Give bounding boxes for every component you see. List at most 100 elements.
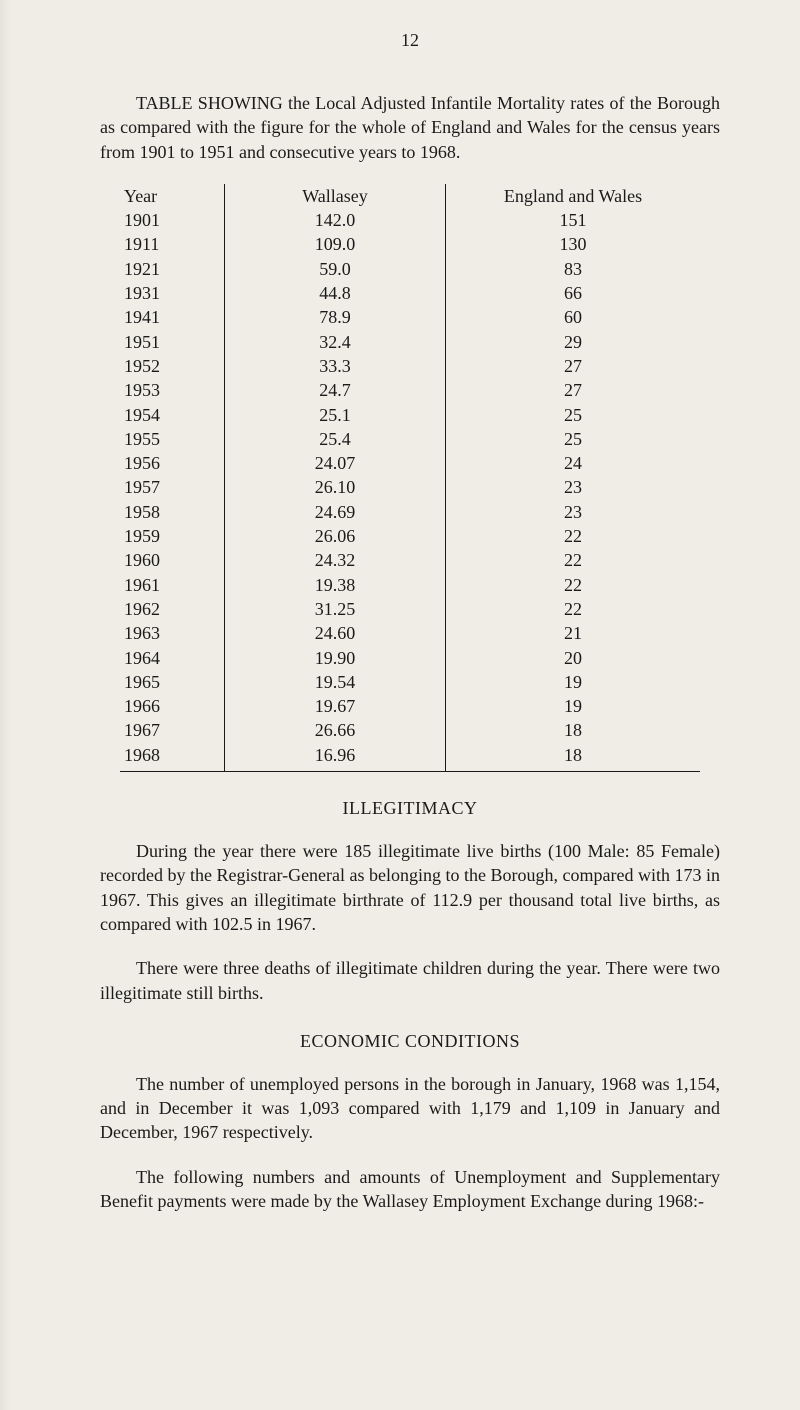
cell-year: 1968 [120, 743, 225, 771]
cell-england: 23 [446, 475, 700, 499]
col-header-england: England and Wales [446, 184, 700, 208]
cell-wallasey: 33.3 [225, 354, 446, 378]
cell-year: 1960 [120, 548, 225, 572]
cell-year: 1931 [120, 281, 225, 305]
cell-year: 1956 [120, 451, 225, 475]
cell-year: 1963 [120, 621, 225, 645]
section-title-economic: ECONOMIC CONDITIONS [100, 1031, 720, 1052]
cell-wallasey: 32.4 [225, 330, 446, 354]
cell-wallasey: 24.32 [225, 548, 446, 572]
cell-wallasey: 19.38 [225, 573, 446, 597]
cell-wallasey: 16.96 [225, 743, 446, 771]
cell-year: 1965 [120, 670, 225, 694]
cell-england: 130 [446, 232, 700, 256]
cell-wallasey: 24.07 [225, 451, 446, 475]
table-row: 196419.9020 [120, 646, 700, 670]
cell-year: 1941 [120, 305, 225, 329]
cell-england: 22 [446, 524, 700, 548]
table-row: 1911109.0130 [120, 232, 700, 256]
table-row: 196619.6719 [120, 694, 700, 718]
illegitimacy-para-1: During the year there were 185 illegitim… [100, 839, 720, 936]
economic-para-2: The following numbers and amounts of Une… [100, 1165, 720, 1214]
table-row: 196024.3222 [120, 548, 700, 572]
cell-england: 22 [446, 548, 700, 572]
col-header-wallasey: Wallasey [225, 184, 446, 208]
cell-year: 1953 [120, 378, 225, 402]
table-row: 195233.327 [120, 354, 700, 378]
table-header-row: Year Wallasey England and Wales [120, 184, 700, 208]
table-row: 195926.0622 [120, 524, 700, 548]
table-row: 195132.429 [120, 330, 700, 354]
table-row: 196324.6021 [120, 621, 700, 645]
table-row: 196519.5419 [120, 670, 700, 694]
economic-para-1: The number of unemployed persons in the … [100, 1072, 720, 1145]
cell-wallasey: 25.4 [225, 427, 446, 451]
cell-wallasey: 26.06 [225, 524, 446, 548]
table-row: 196119.3822 [120, 573, 700, 597]
cell-england: 60 [446, 305, 700, 329]
cell-england: 21 [446, 621, 700, 645]
cell-wallasey: 24.7 [225, 378, 446, 402]
cell-england: 19 [446, 694, 700, 718]
cell-year: 1952 [120, 354, 225, 378]
cell-england: 22 [446, 597, 700, 621]
document-page: 12 TABLE SHOWING the Local Adjusted Infa… [0, 0, 800, 1410]
table-row: 196816.9618 [120, 743, 700, 771]
table-row: 195425.125 [120, 403, 700, 427]
cell-wallasey: 78.9 [225, 305, 446, 329]
cell-year: 1901 [120, 208, 225, 232]
table-row: 195726.1023 [120, 475, 700, 499]
cell-england: 25 [446, 427, 700, 451]
cell-year: 1964 [120, 646, 225, 670]
cell-wallasey: 59.0 [225, 257, 446, 281]
cell-year: 1958 [120, 500, 225, 524]
cell-england: 83 [446, 257, 700, 281]
cell-year: 1959 [120, 524, 225, 548]
cell-wallasey: 109.0 [225, 232, 446, 256]
cell-england: 25 [446, 403, 700, 427]
cell-year: 1961 [120, 573, 225, 597]
cell-wallasey: 44.8 [225, 281, 446, 305]
table-row: 196726.6618 [120, 718, 700, 742]
cell-wallasey: 19.67 [225, 694, 446, 718]
cell-england: 29 [446, 330, 700, 354]
section-title-illegitimacy: ILLEGITIMACY [100, 798, 720, 819]
intro-paragraph: TABLE SHOWING the Local Adjusted Infanti… [100, 91, 720, 164]
cell-wallasey: 24.60 [225, 621, 446, 645]
cell-england: 151 [446, 208, 700, 232]
cell-year: 1955 [120, 427, 225, 451]
cell-england: 20 [446, 646, 700, 670]
table-row: 195324.727 [120, 378, 700, 402]
page-number: 12 [100, 30, 720, 51]
cell-wallasey: 31.25 [225, 597, 446, 621]
cell-wallasey: 19.54 [225, 670, 446, 694]
table-row: 195525.425 [120, 427, 700, 451]
cell-year: 1957 [120, 475, 225, 499]
cell-year: 1962 [120, 597, 225, 621]
cell-year: 1951 [120, 330, 225, 354]
cell-england: 66 [446, 281, 700, 305]
cell-wallasey: 25.1 [225, 403, 446, 427]
table-row: 1901142.0151 [120, 208, 700, 232]
cell-wallasey: 24.69 [225, 500, 446, 524]
cell-wallasey: 26.10 [225, 475, 446, 499]
illegitimacy-para-2: There were three deaths of illegitimate … [100, 956, 720, 1005]
cell-england: 23 [446, 500, 700, 524]
table-row: 195624.0724 [120, 451, 700, 475]
scan-shadow [0, 0, 10, 1410]
cell-wallasey: 26.66 [225, 718, 446, 742]
cell-year: 1911 [120, 232, 225, 256]
table-row: 194178.960 [120, 305, 700, 329]
table-row: 196231.2522 [120, 597, 700, 621]
cell-year: 1921 [120, 257, 225, 281]
table-row: 192159.083 [120, 257, 700, 281]
cell-england: 22 [446, 573, 700, 597]
table-row: 195824.6923 [120, 500, 700, 524]
cell-year: 1967 [120, 718, 225, 742]
cell-england: 18 [446, 718, 700, 742]
cell-england: 24 [446, 451, 700, 475]
cell-year: 1966 [120, 694, 225, 718]
table-row: 193144.866 [120, 281, 700, 305]
cell-wallasey: 19.90 [225, 646, 446, 670]
cell-england: 19 [446, 670, 700, 694]
